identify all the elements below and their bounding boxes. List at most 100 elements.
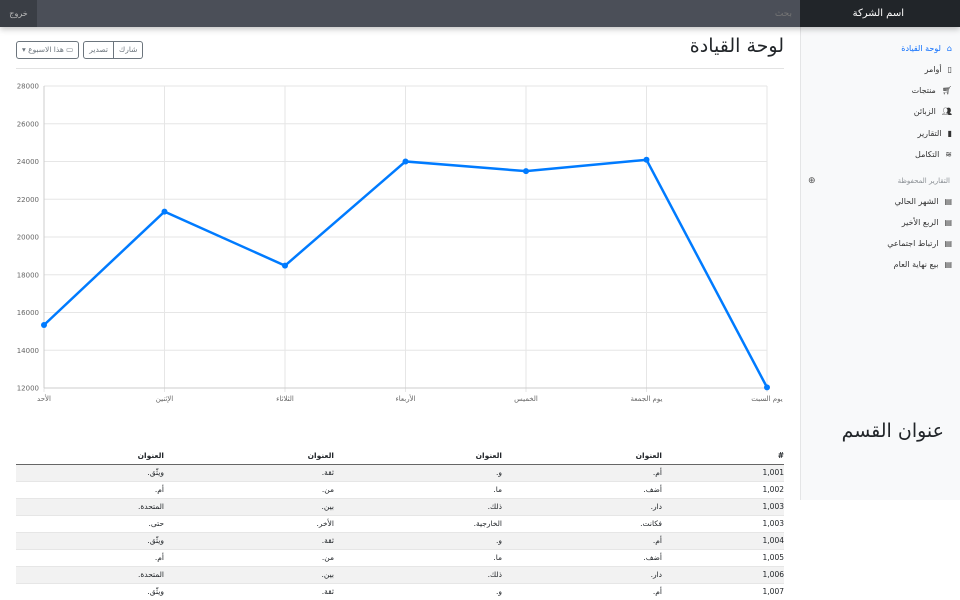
table-cell: ويثّق. bbox=[16, 582, 164, 600]
y-tick-label: 20000 bbox=[17, 234, 39, 242]
y-tick-label: 14000 bbox=[17, 347, 39, 355]
data-point bbox=[402, 158, 409, 165]
y-tick-label: 26000 bbox=[17, 120, 39, 128]
table-cell: ثقة. bbox=[164, 531, 334, 549]
y-tick-label: 16000 bbox=[17, 309, 39, 317]
sidebar-item[interactable]: 🛒︎ منتجات bbox=[912, 84, 952, 98]
layers-icon: ≋ bbox=[945, 150, 952, 159]
signout-link[interactable]: خروج bbox=[0, 0, 37, 27]
saved-reports-heading: التقارير المحفوظة ⊕ bbox=[808, 176, 950, 186]
page-title: لوحة القيادة bbox=[689, 35, 784, 57]
saved-report-item[interactable]: ▤ الربع الأخير bbox=[902, 215, 952, 229]
table-cell: الأخر. bbox=[164, 514, 334, 532]
sidebar-item-label: الزبائن bbox=[913, 107, 936, 117]
table-cell: أم. bbox=[16, 480, 164, 498]
table-cell: أم. bbox=[16, 548, 164, 566]
table-cell: 1,007 bbox=[662, 582, 784, 600]
x-tick-label: الأربعاء bbox=[395, 394, 415, 403]
saved-reports-label: التقارير المحفوظة bbox=[897, 177, 950, 185]
saved-report-label: بيع نهاية العام bbox=[893, 260, 939, 270]
column-header[interactable]: # bbox=[662, 447, 784, 465]
file-text-icon: ▤ bbox=[944, 196, 952, 206]
saved-report-item[interactable]: ▤ ارتباط اجتماعي bbox=[887, 237, 952, 251]
company-brand[interactable]: اسم الشركة bbox=[800, 0, 960, 27]
search-input[interactable] bbox=[197, 0, 800, 27]
file-icon: ▯ bbox=[947, 64, 952, 74]
table-row: 1,005 أضف. ما. من. أم. bbox=[16, 548, 784, 566]
add-report-icon[interactable]: ⊕ bbox=[808, 176, 816, 186]
share-button[interactable]: شارك bbox=[114, 41, 144, 59]
x-tick-label: يوم الجمعة bbox=[631, 395, 663, 403]
y-tick-label: 22000 bbox=[17, 196, 39, 204]
sidebar-item[interactable]: 👥︎ الزبائن bbox=[914, 105, 952, 119]
table-cell: ما. bbox=[334, 480, 502, 498]
table-cell: 1,001 bbox=[662, 463, 784, 481]
table-cell: أم. bbox=[502, 463, 662, 481]
data-point bbox=[643, 156, 650, 163]
table-cell: بين. bbox=[164, 497, 334, 515]
column-header[interactable]: العنوان bbox=[164, 447, 334, 465]
y-tick-label: 28000 bbox=[17, 83, 39, 91]
table-row: 1,006 دار. ذلك. بين. المتحدة. bbox=[16, 565, 784, 583]
sidebar-item[interactable]: ≋ التكامل bbox=[915, 148, 952, 162]
sidebar: التقارير المحفوظة ⊕ ⌂ لوحة القيادة ▯ أوامر 🛒︎… bbox=[800, 27, 960, 500]
x-tick-label: يوم السبت bbox=[751, 395, 782, 403]
table-cell: الخارجية. bbox=[334, 514, 502, 532]
x-tick-label: الأحد bbox=[37, 394, 51, 403]
y-tick-label: 18000 bbox=[17, 271, 39, 279]
file-text-icon: ▤ bbox=[944, 217, 952, 227]
table-cell: و. bbox=[334, 531, 502, 549]
saved-report-item[interactable]: ▤ الشهر الحالي bbox=[895, 194, 952, 208]
column-header[interactable]: العنوان bbox=[502, 447, 662, 465]
column-header[interactable]: العنوان bbox=[16, 447, 164, 465]
sidebar-item[interactable]: ▯ أوامر bbox=[925, 62, 952, 76]
sidebar-item-label: التقارير bbox=[917, 128, 942, 138]
table-row: 1,004 أم. و. ثقة. ويثّق. bbox=[16, 531, 784, 549]
table-cell: فكانت. bbox=[502, 514, 662, 532]
table-cell: من. bbox=[164, 548, 334, 566]
sidebar-item-label: لوحة القيادة bbox=[901, 43, 941, 53]
table-row: 1,002 أضف. ما. من. أم. bbox=[16, 480, 784, 498]
data-point bbox=[161, 208, 168, 215]
table-cell: بين. bbox=[164, 565, 334, 583]
file-text-icon: ▤ bbox=[944, 239, 952, 249]
table-cell: المتحدة. bbox=[16, 497, 164, 515]
saved-report-label: الربع الأخير bbox=[901, 217, 939, 227]
data-point bbox=[41, 321, 47, 328]
table-cell: ذلك. bbox=[334, 565, 502, 583]
data-table: # العنوان العنوان العنوان العنوان 1,001 أم. و.… bbox=[16, 447, 784, 600]
sidebar-item[interactable]: ▮ التقارير bbox=[918, 126, 952, 140]
table-cell: دار. bbox=[502, 497, 662, 515]
table-cell: ذلك. bbox=[334, 497, 502, 515]
table-cell: و. bbox=[334, 582, 502, 600]
y-tick-label: 12000 bbox=[17, 385, 39, 393]
column-header[interactable]: العنوان bbox=[334, 447, 502, 465]
toolbar: ▾ هذا الاسبوع ▭ تصدير شارك bbox=[16, 41, 144, 59]
table-cell: 1,006 bbox=[662, 565, 784, 583]
y-tick-label: 24000 bbox=[17, 158, 39, 166]
sidebar-item-label: منتجات bbox=[911, 86, 936, 96]
table-cell: و. bbox=[334, 463, 502, 481]
table-cell: ويثّق. bbox=[16, 531, 164, 549]
sidebar-item[interactable]: ⌂ لوحة القيادة bbox=[901, 41, 952, 55]
data-point bbox=[764, 384, 770, 391]
line-chart: 12000 14000 16000 18000 20000 22000 24000 26000… bbox=[17, 83, 783, 404]
table-cell: ما. bbox=[334, 548, 502, 566]
export-button[interactable]: تصدير bbox=[83, 41, 115, 59]
table-cell: 1,003 bbox=[662, 497, 784, 515]
period-dropdown[interactable]: ▾ هذا الاسبوع ▭ bbox=[16, 41, 80, 59]
table-cell: دار. bbox=[502, 565, 662, 583]
saved-report-item[interactable]: ▤ بيع نهاية العام bbox=[894, 258, 952, 272]
top-navbar: اسم الشركة خروج bbox=[0, 0, 960, 27]
table-cell: 1,003 bbox=[662, 514, 784, 532]
sidebar-item-label: التكامل bbox=[915, 150, 940, 159]
saved-report-label: الشهر الحالي bbox=[894, 196, 939, 206]
data-point bbox=[282, 262, 288, 269]
calendar-icon: ▭ bbox=[66, 45, 74, 54]
table-cell: المتحدة. bbox=[16, 565, 164, 583]
cart-icon: 🛒︎ bbox=[941, 86, 952, 96]
table-cell: 1,004 bbox=[662, 531, 784, 549]
bar-chart-icon: ▮ bbox=[947, 128, 952, 138]
x-tick-label: الخميس bbox=[514, 395, 538, 403]
file-text-icon: ▤ bbox=[944, 260, 952, 270]
